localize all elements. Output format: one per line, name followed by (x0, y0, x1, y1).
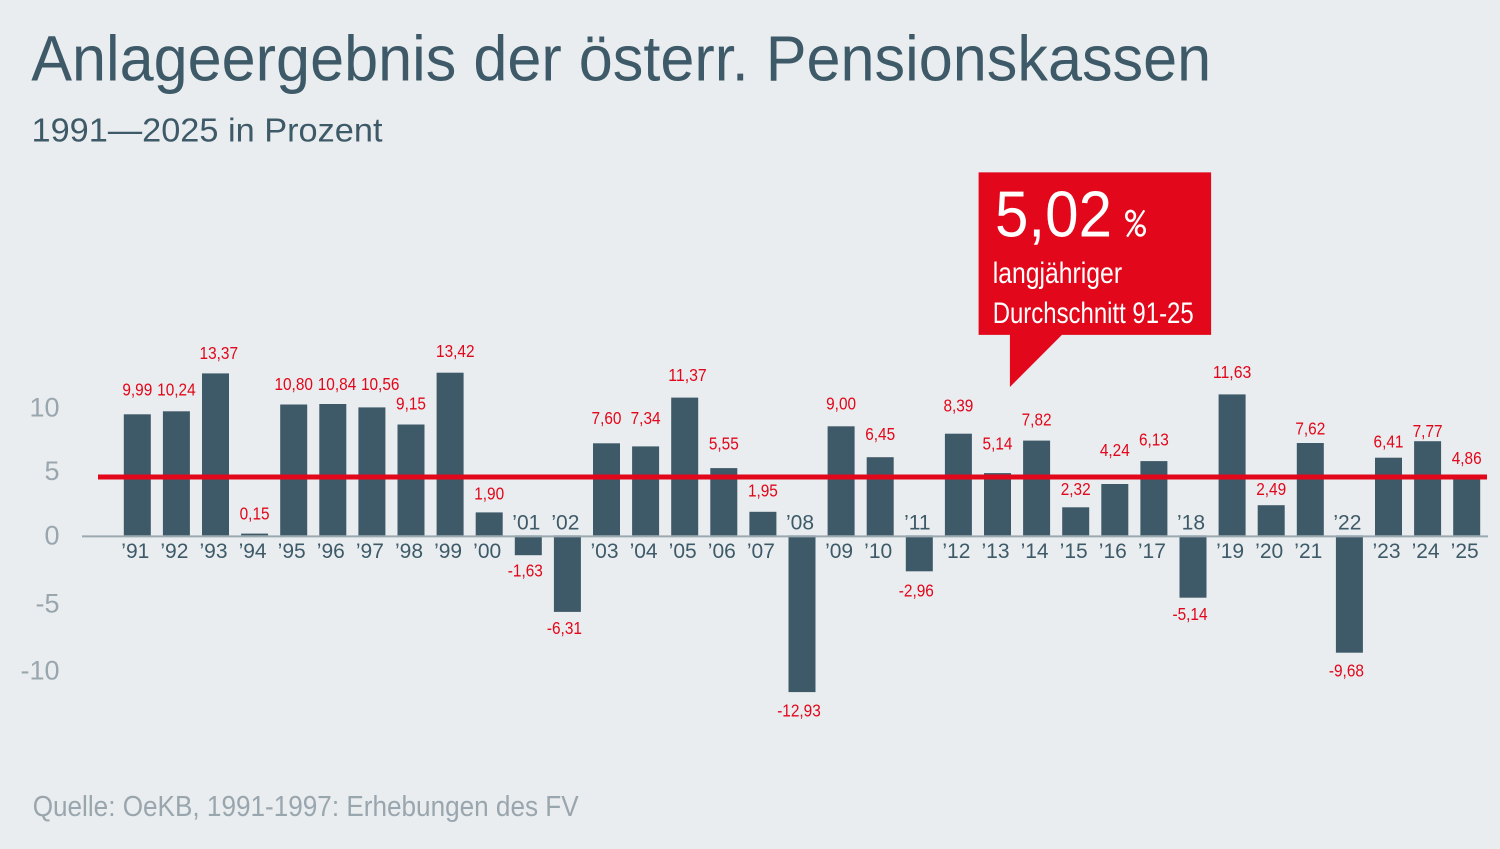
svg-text:’01: ’01 (512, 512, 540, 535)
svg-text:7,77: 7,77 (1413, 421, 1443, 441)
svg-text:’14: ’14 (1021, 540, 1049, 563)
svg-text:’21: ’21 (1294, 540, 1322, 563)
svg-text:7,62: 7,62 (1295, 419, 1325, 439)
svg-text:langjähriger: langjähriger (993, 257, 1122, 290)
svg-text:10,24: 10,24 (157, 380, 196, 400)
svg-text:’99: ’99 (434, 540, 462, 563)
svg-text:0: 0 (44, 521, 59, 551)
svg-text:5,14: 5,14 (983, 434, 1013, 454)
svg-text:’02: ’02 (551, 512, 579, 535)
svg-text:-5,14: -5,14 (1172, 604, 1207, 624)
svg-text:’15: ’15 (1060, 540, 1088, 563)
svg-text:-2,96: -2,96 (899, 580, 934, 600)
svg-text:’00: ’00 (473, 540, 501, 563)
svg-text:6,45: 6,45 (865, 424, 895, 444)
svg-text:11,37: 11,37 (668, 365, 707, 385)
svg-text:2,49: 2,49 (1256, 479, 1286, 499)
svg-text:10: 10 (29, 393, 59, 423)
svg-text:5,02: 5,02 (995, 178, 1112, 251)
svg-text:’98: ’98 (395, 540, 423, 563)
svg-text:6,41: 6,41 (1374, 432, 1404, 452)
svg-text:Quelle: OeKB, 1991-1997: Erheb: Quelle: OeKB, 1991-1997: Erhebungen des … (33, 791, 580, 823)
svg-text:’09: ’09 (825, 540, 853, 563)
svg-text:5,55: 5,55 (709, 433, 739, 453)
svg-text:11,63: 11,63 (1213, 362, 1252, 382)
svg-text:’95: ’95 (278, 540, 306, 563)
svg-text:’12: ’12 (942, 540, 970, 563)
svg-text:6,13: 6,13 (1139, 429, 1169, 449)
svg-text:9,99: 9,99 (122, 380, 152, 400)
svg-text:1,90: 1,90 (474, 484, 504, 504)
svg-text:’22: ’22 (1333, 512, 1361, 535)
svg-text:’17: ’17 (1138, 540, 1166, 563)
svg-text:-9,68: -9,68 (1329, 661, 1364, 681)
svg-text:’94: ’94 (239, 540, 267, 563)
svg-text:’19: ’19 (1216, 540, 1244, 563)
svg-text:’24: ’24 (1412, 540, 1440, 563)
svg-text:Anlageergebnis der österr. Pen: Anlageergebnis der österr. Pensionskasse… (31, 23, 1211, 94)
svg-text:’23: ’23 (1372, 540, 1400, 563)
svg-text:-1,63: -1,63 (508, 561, 543, 581)
svg-text:’11: ’11 (904, 512, 930, 535)
svg-text:1,95: 1,95 (748, 481, 778, 501)
svg-text:8,39: 8,39 (943, 396, 973, 416)
svg-text:10,80: 10,80 (274, 374, 313, 394)
svg-text:9,15: 9,15 (396, 394, 426, 414)
svg-text:’05: ’05 (669, 540, 697, 563)
svg-text:9,00: 9,00 (826, 393, 856, 413)
svg-text:-10: -10 (20, 656, 59, 686)
svg-text:10,84: 10,84 (318, 374, 357, 394)
svg-text:13,37: 13,37 (200, 343, 239, 363)
svg-text:’06: ’06 (708, 540, 736, 563)
svg-text:7,34: 7,34 (631, 408, 661, 428)
svg-text:10,56: 10,56 (361, 374, 400, 394)
svg-text:’91: ’91 (121, 540, 149, 563)
svg-text:’16: ’16 (1099, 540, 1127, 563)
svg-text:4,86: 4,86 (1452, 448, 1482, 468)
svg-text:’08: ’08 (786, 512, 814, 535)
svg-text:’07: ’07 (747, 540, 775, 563)
svg-text:-5: -5 (35, 589, 59, 619)
svg-text:’13: ’13 (981, 540, 1009, 563)
svg-text:’04: ’04 (630, 540, 658, 563)
svg-text:Durchschnitt 91-25: Durchschnitt 91-25 (993, 297, 1194, 330)
svg-text:1991—2025 in Prozent: 1991—2025 in Prozent (32, 112, 383, 149)
svg-text:’92: ’92 (160, 540, 188, 563)
svg-text:’25: ’25 (1451, 540, 1479, 563)
svg-text:0,15: 0,15 (240, 504, 270, 524)
svg-text:-6,31: -6,31 (547, 618, 582, 638)
svg-text:7,60: 7,60 (592, 408, 622, 428)
svg-text:-12,93: -12,93 (777, 701, 821, 721)
svg-text:5: 5 (44, 456, 59, 486)
svg-text:’97: ’97 (356, 540, 384, 563)
svg-text:’10: ’10 (864, 540, 892, 563)
svg-text:7,82: 7,82 (1022, 410, 1052, 430)
svg-text:2,32: 2,32 (1061, 479, 1091, 499)
svg-text:’93: ’93 (199, 540, 227, 563)
svg-text:’20: ’20 (1255, 540, 1283, 563)
svg-text:’18: ’18 (1177, 512, 1205, 535)
svg-text:13,42: 13,42 (436, 341, 475, 361)
svg-text:4,24: 4,24 (1100, 440, 1130, 460)
svg-text:’96: ’96 (317, 540, 345, 563)
svg-text:’03: ’03 (590, 540, 618, 563)
